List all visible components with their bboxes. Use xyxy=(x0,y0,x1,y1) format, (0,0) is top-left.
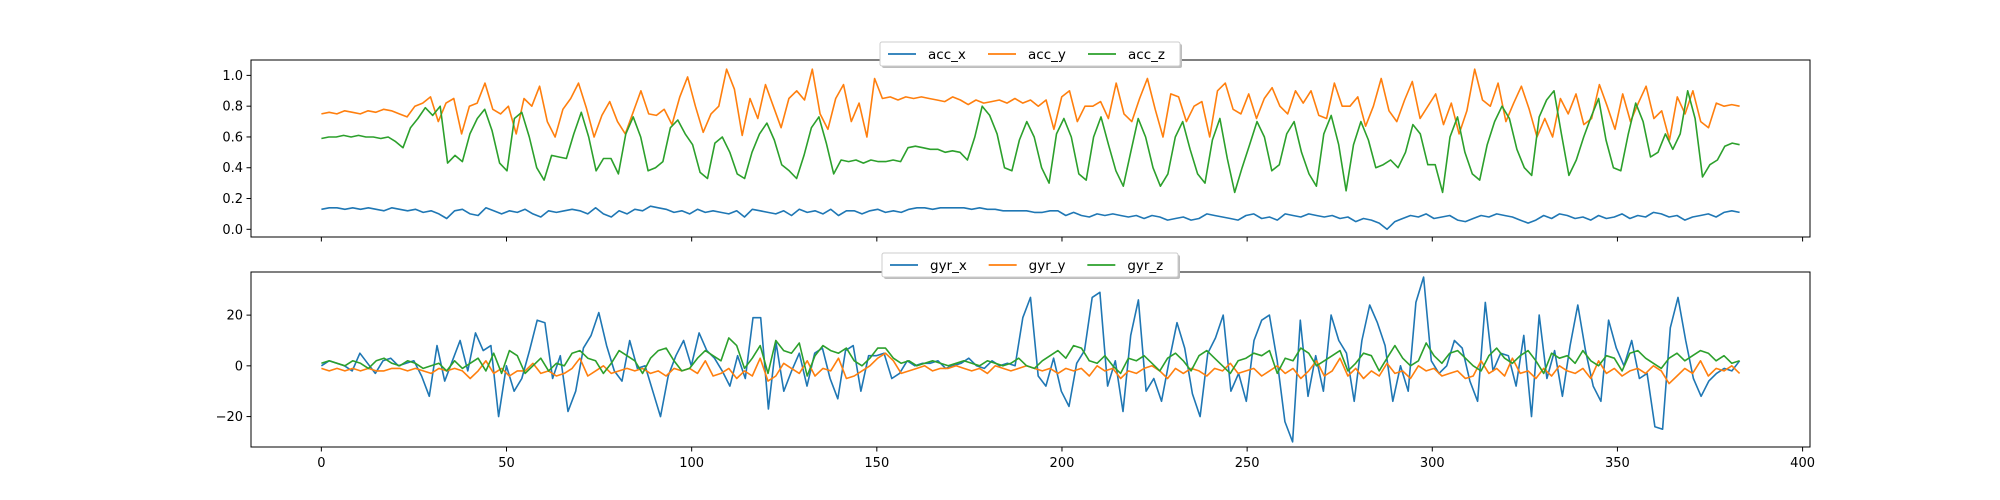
legend-label-acc_x: acc_x xyxy=(928,47,966,63)
legend: gyr_x gyr_y gyr_z xyxy=(881,252,1180,279)
x-tick-label: 200 xyxy=(1050,456,1075,471)
legend-label-gyr_y: gyr_y xyxy=(1029,258,1066,274)
series-line-acc_x xyxy=(321,205,1740,231)
series-line-gyr_z xyxy=(321,337,1740,377)
series-line-acc_z xyxy=(321,90,1740,194)
x-tick-label: 100 xyxy=(679,456,704,471)
gyr-panel: 0 50 100 150 200 250 300 350 400 −20 0 20 gyr_x gyr_y… xyxy=(216,252,1815,471)
x-tick-label: 400 xyxy=(1790,456,1815,471)
legend-label-acc_y: acc_y xyxy=(1028,47,1066,63)
y-tick-label: −20 xyxy=(216,410,243,425)
y-tick-label: 0.6 xyxy=(222,130,243,145)
legend-label-gyr_x: gyr_x xyxy=(930,258,967,274)
legend-label-gyr_z: gyr_z xyxy=(1127,258,1163,274)
x-tick-label: 350 xyxy=(1605,456,1630,471)
legend-box xyxy=(881,252,1179,278)
y-tick-label: 1.0 xyxy=(222,69,243,84)
legend-box xyxy=(879,41,1181,67)
legend: acc_x acc_y acc_z xyxy=(879,41,1182,68)
x-tick-label: 150 xyxy=(864,456,889,471)
x-tick-label: 300 xyxy=(1420,456,1445,471)
y-tick-label: 0.8 xyxy=(222,100,243,115)
x-tick-label: 250 xyxy=(1235,456,1260,471)
y-tick-label: 20 xyxy=(226,309,243,324)
y-tick-label: 0.0 xyxy=(222,223,243,238)
x-tick-label: 0 xyxy=(317,456,325,471)
y-tick-label: 0.2 xyxy=(222,192,243,207)
x-tick-label: 50 xyxy=(498,456,515,471)
y-tick-label: 0 xyxy=(235,359,243,374)
acc-panel: 0.0 0.2 0.4 0.6 0.8 1.0 acc_x acc_y acc_z xyxy=(222,41,1811,242)
legend-label-acc_z: acc_z xyxy=(1128,47,1165,63)
y-tick-label: 0.4 xyxy=(222,161,243,176)
